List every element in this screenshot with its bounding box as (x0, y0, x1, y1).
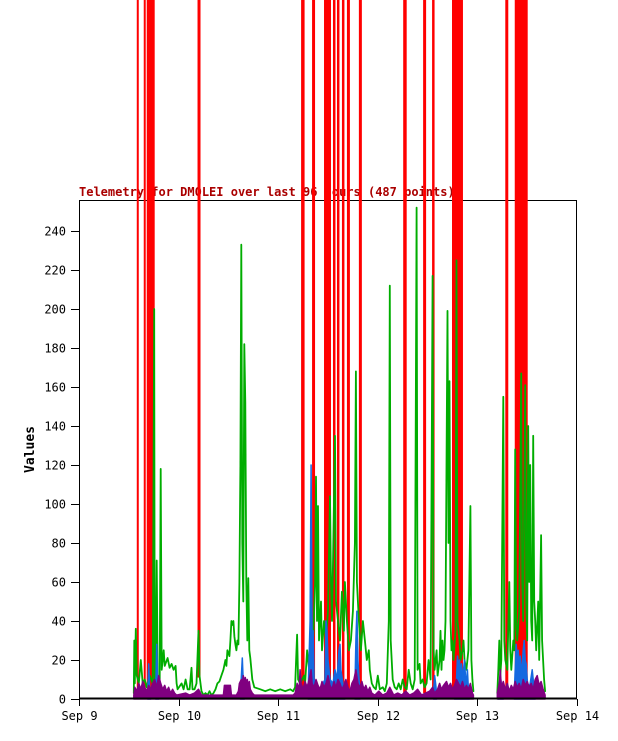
y-tick-label: 0 (59, 693, 66, 707)
red-offscale-line (358, 0, 362, 688)
red-offscale-line (423, 0, 427, 694)
red-offscale-line (505, 0, 509, 692)
y-tick-label: 240 (44, 225, 66, 239)
y-tick-label: 140 (44, 420, 66, 434)
green-channel-line (132, 206, 475, 696)
red-offscale-line (197, 0, 201, 678)
x-tick-label: Sep 13 (456, 709, 499, 723)
red-offscale-line (332, 0, 336, 690)
y-tick-label: 40 (52, 615, 66, 629)
x-tick-label: Sep 11 (257, 709, 300, 723)
red-offscale-line (324, 0, 331, 694)
y-tick-label: 160 (44, 381, 66, 395)
red-offscale-line (143, 0, 146, 694)
purple-channel-area (496, 669, 546, 700)
red-offscale-line (136, 0, 139, 694)
x-tick-label: Sep 9 (61, 709, 97, 723)
red-offscale-line (301, 0, 305, 690)
y-tick-label: 200 (44, 303, 66, 317)
y-tick-label: 100 (44, 498, 66, 512)
y-tick-label: 220 (44, 264, 66, 278)
y-axis-title: Values (23, 426, 38, 473)
red-offscale-line (312, 0, 316, 694)
bottom-axis-group (79, 200, 577, 700)
purple-channel-area (133, 669, 475, 700)
y-tick-label: 60 (52, 576, 66, 590)
x-tick-label: Sep 14 (556, 709, 599, 723)
red-offscale-line (146, 0, 155, 694)
red-offscale-line (341, 0, 345, 694)
x-tick-label: Sep 10 (158, 709, 201, 723)
data-series-group (132, 206, 546, 700)
y-tick-label: 180 (44, 342, 66, 356)
red-offscale-line (336, 0, 340, 692)
y-tick-label: 80 (52, 537, 66, 551)
red-offscale-line (346, 0, 350, 692)
chart-title: Telemetry for DM0LEI over last 96 hours … (79, 185, 455, 199)
x-tick-label: Sep 12 (357, 709, 400, 723)
green-channel-line (496, 372, 546, 694)
y-tick-label: 20 (52, 654, 66, 668)
axes-group: 0 20 40 60 80 100 120 140 160 180 200 220 240 Sep 9 Se… (23, 225, 599, 724)
red-offscale-line (403, 0, 407, 694)
y-tick-label: 120 (44, 459, 66, 473)
